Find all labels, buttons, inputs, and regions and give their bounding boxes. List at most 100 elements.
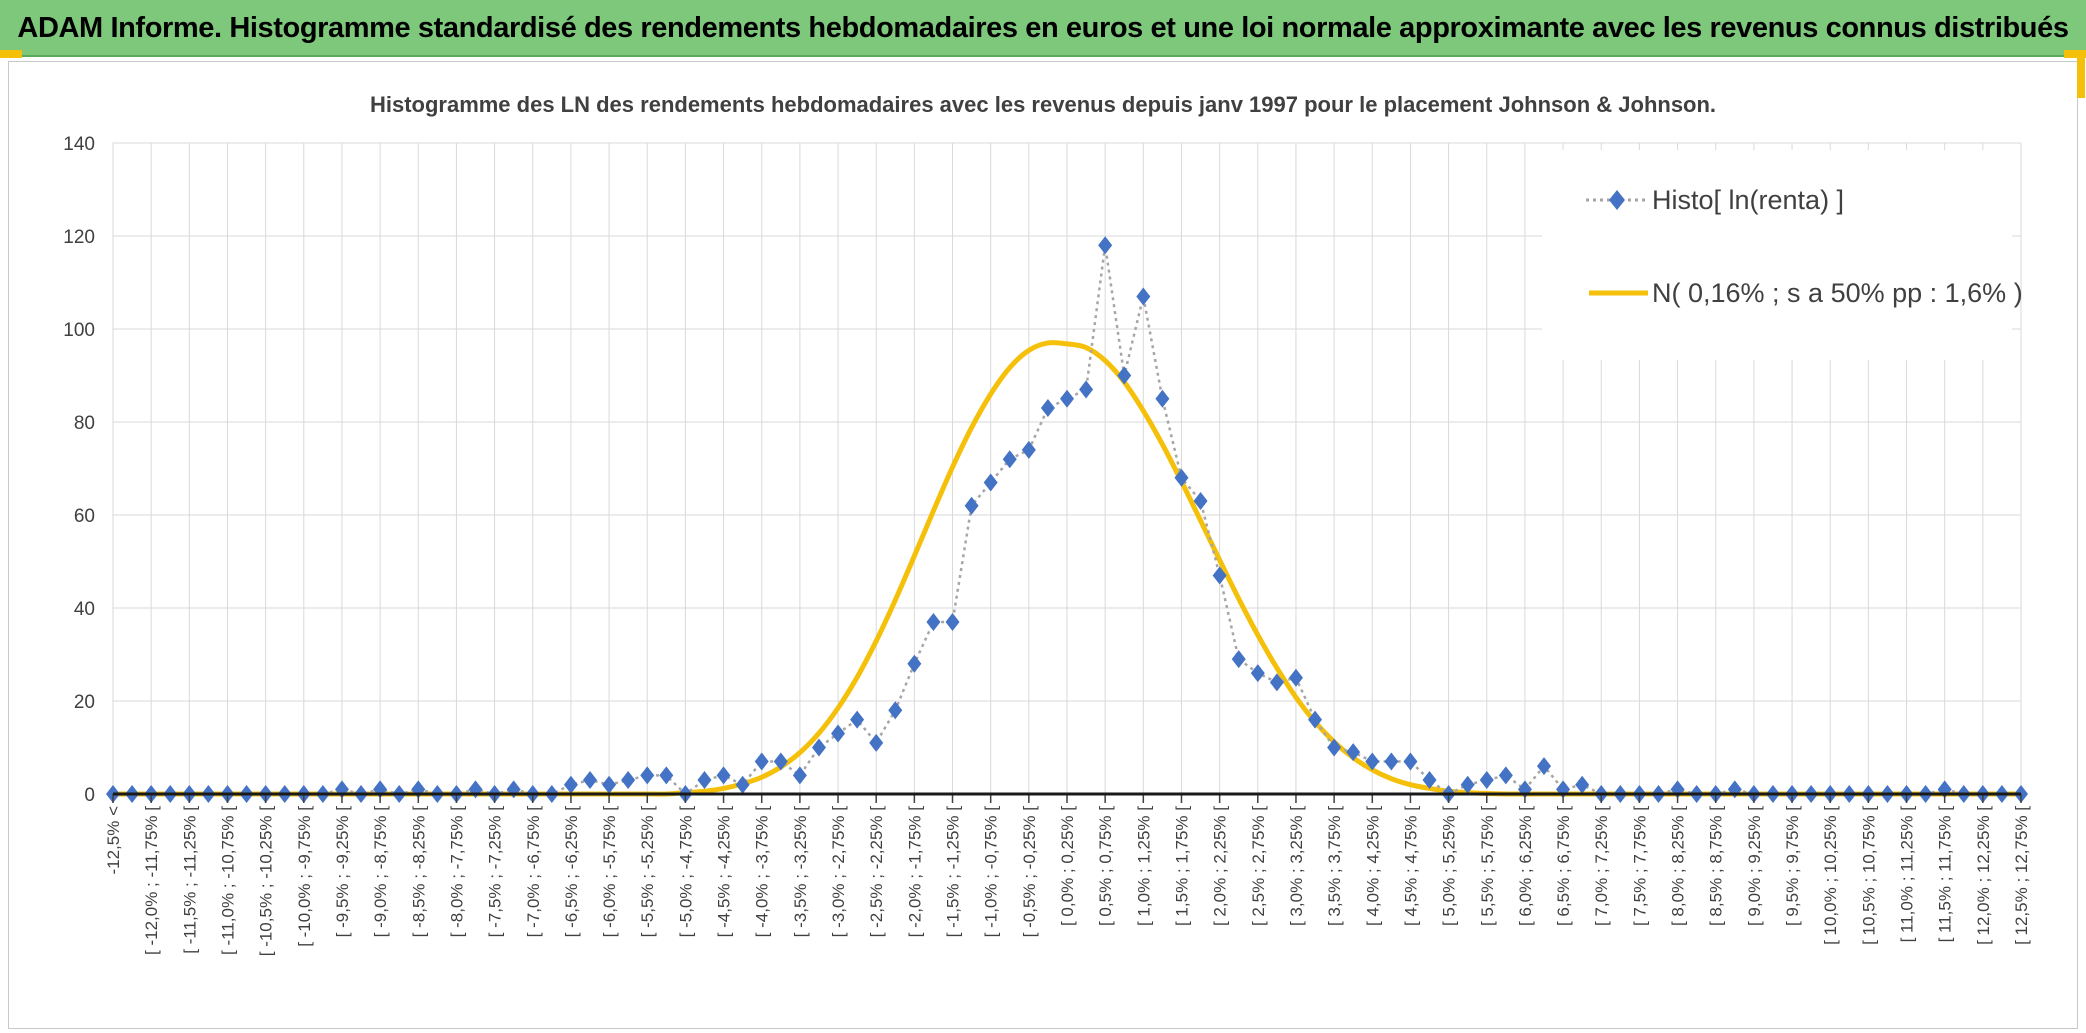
x-tick-label: [ -7,0% ; -6,75% [ [524,806,543,938]
x-tick-label: [ -7,5% ; -7,25% [ [486,806,505,938]
x-tick-label: [ 6,0% ; 6,25% [ [1516,806,1535,926]
chart-legend: Histo[ ln(renta) ] N( 0,16% ; s a 50% pp… [1542,150,2023,360]
histogram-point [1002,450,1017,469]
histogram-point [945,612,960,631]
histogram-point [773,752,788,771]
histogram-point [1136,287,1151,306]
histogram-point [831,724,846,743]
x-tick-label: [ -4,0% ; -3,75% [ [753,806,772,938]
x-tick-label: [ -4,5% ; -4,25% [ [715,806,734,938]
x-tick-label: [ -1,0% ; -0,75% [ [982,806,1001,938]
histogram-point [640,766,655,785]
x-tick-label: [ 9,5% ; 9,75% [ [1783,806,1802,926]
x-tick-label: [ 5,5% ; 5,75% [ [1478,806,1497,926]
histogram-point [1117,366,1132,385]
y-tick-label: 40 [74,599,95,620]
chart-title: Histogramme des LN des rendements hebdom… [370,92,1716,117]
x-tick-label: [ -2,5% ; -2,25% [ [867,806,886,938]
histogram-point [716,766,731,785]
x-tick-label: [ 3,0% ; 3,25% [ [1287,806,1306,926]
histogram-point [1308,710,1323,729]
histogram-point [1250,664,1265,683]
x-tick-label: [ 8,5% ; 8,75% [ [1707,806,1726,926]
y-tick-label: 0 [84,785,95,806]
legend-label-histo: Histo[ ln(renta) ] [1652,185,1844,215]
x-tick-label: [ -8,0% ; -7,75% [ [447,806,466,938]
histogram-point [1193,492,1208,511]
histogram-point [1040,399,1055,418]
histogram-point [697,771,712,790]
histogram-point [1155,389,1170,408]
histogram-point [1231,650,1246,669]
x-tick-label: [ 11,5% ; 11,75% [ [1936,806,1955,943]
histogram-point [1479,771,1494,790]
histogram-point [964,496,979,515]
x-tick-label: [ 4,5% ; 4,75% [ [1401,806,1420,926]
x-tick-label: [ -0,5% ; -0,25% [ [1020,806,1039,938]
x-tick-label: [ 1,5% ; 1,75% [ [1172,806,1191,926]
y-tick-label: 140 [63,134,95,155]
y-axis: 0 20 40 60 80 100 120 140 [63,134,95,806]
x-tick-label: [ 7,5% ; 7,75% [ [1630,806,1649,926]
x-tick-label: [ 1,0% ; 1,25% [ [1134,806,1153,926]
x-tick-label: [ -9,0% ; -8,75% [ [371,806,390,938]
x-tick-label: [ -2,0% ; -1,75% [ [905,806,924,938]
histogram-point [1021,440,1036,459]
histogram-point [754,752,769,771]
x-tick-label: [ 4,0% ; 4,25% [ [1363,806,1382,926]
histogram-point [1403,752,1418,771]
histogram-point [926,612,941,631]
histogram-point [1174,468,1189,487]
histogram-point [602,775,617,794]
y-tick-label: 80 [74,413,95,434]
x-tick-label: [ 5,0% ; 5,25% [ [1440,806,1459,926]
x-tick-label: [ -6,0% ; -5,75% [ [600,806,619,938]
legend-label-normal: N( 0,16% ; s a 50% pp : 1,6% ) [1652,278,2023,308]
x-tick-label: [ -5,0% ; -4,75% [ [676,806,695,938]
x-tick-label: [ 12,0% ; 12,25% [ [1974,806,1993,945]
header-accent-left [0,50,22,58]
histogram-point [1098,236,1113,255]
histogram-point [583,771,597,790]
report-header: ADAM Informe. Histogramme standardisé de… [0,0,2086,58]
histogram-point [1422,771,1437,790]
x-tick-label: [ 10,0% ; 10,25% [ [1821,806,1840,945]
x-tick-label: [ -8,5% ; -8,25% [ [409,806,428,938]
frame-accent [2077,58,2085,98]
x-tick-label: [ 10,5% ; 10,75% [ [1859,806,1878,945]
x-tick-label: [ 3,5% ; 3,75% [ [1325,806,1344,926]
report-title: ADAM Informe. Histogramme standardisé de… [17,12,2069,44]
x-tick-label: [ 9,0% ; 9,25% [ [1745,806,1764,926]
y-tick-label: 20 [74,692,95,713]
y-tick-label: 60 [74,506,95,527]
x-tick-label: [ -10,5% ; -10,25% [ [257,806,276,957]
histogram-point [907,654,922,673]
legend-background [1542,150,2012,360]
x-tick-label: [ -11,0% ; -10,75% [ [218,806,237,955]
histogram-point [1365,752,1380,771]
histogram-point [1346,743,1361,762]
histogram-point [792,766,807,785]
x-tick-label: [ -6,5% ; -6,25% [ [562,806,581,938]
histogram-point [869,733,884,752]
histogram-point [1537,757,1551,776]
histogram-point [659,766,674,785]
histogram-point [1327,738,1342,757]
histogram-point [735,775,750,794]
histogram-point [1079,380,1094,399]
x-tick-label: [ -11,5% ; -11,25% [ [180,806,199,954]
x-tick-label: [ 12,5% ; 12,75% [ [2012,806,2031,945]
x-tick-label: [ 0,0% ; 0,25% [ [1058,806,1077,926]
header-accent-right [2064,50,2086,58]
legend-swatch-histo-marker [1609,190,1625,210]
y-tick-label: 100 [63,320,95,341]
histogram-point [1460,775,1475,794]
histogram-point [1384,752,1399,771]
x-axis: -12,5% < [ -12,0% ; -11,75% [[ -11,5% ; -… [104,792,2031,957]
histogram-point [1060,389,1074,408]
x-tick-label: [ -9,5% ; -9,25% [ [333,806,352,938]
histogram-point [563,775,578,794]
histogram-point [811,738,826,757]
x-tick-label: [ 8,0% ; 8,25% [ [1669,806,1688,926]
